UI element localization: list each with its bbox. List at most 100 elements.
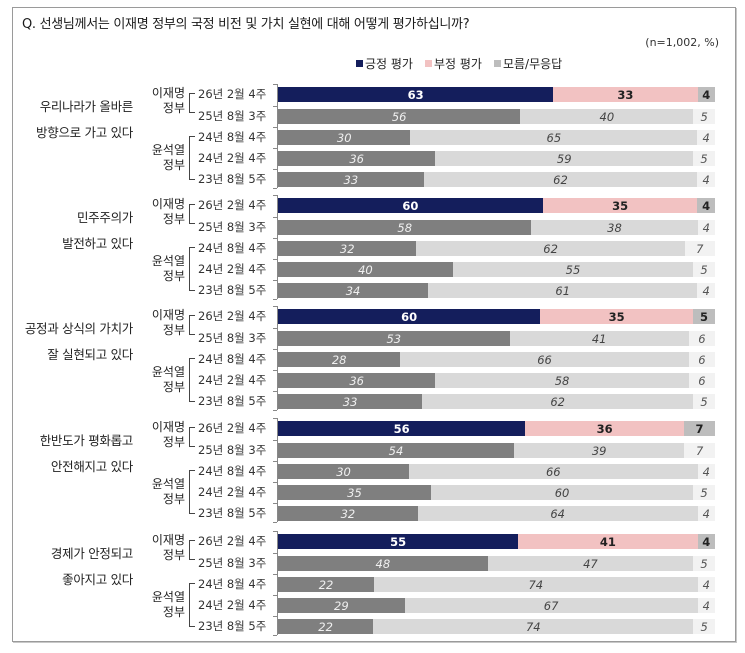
segment-negative: 39 xyxy=(513,443,685,458)
group-topic: 민주주의가 발전하고 있다 xyxy=(0,205,133,257)
segment-dontknow: 4 xyxy=(697,506,715,521)
topic-line: 경제가 안정되고 xyxy=(50,546,133,561)
axis-tick xyxy=(273,188,277,189)
row-label: 24년 2월 4주 xyxy=(198,262,267,276)
bracket-yoon xyxy=(189,583,195,627)
topic-line: 한반도가 평화롭고 xyxy=(39,433,134,448)
segment-negative: 59 xyxy=(435,151,694,166)
stacked-bar: 30 66 4 xyxy=(278,464,715,479)
row-label: 25년 8월 3주 xyxy=(198,331,267,345)
segment-negative: 60 xyxy=(430,485,694,500)
axis-tick xyxy=(273,328,277,329)
stacked-bar: 55 41 4 xyxy=(278,534,715,549)
segment-positive: 56 xyxy=(278,421,526,436)
segment-dontknow: 5 xyxy=(693,485,715,500)
segment-negative: 61 xyxy=(428,283,698,298)
stacked-bar: 36 59 5 xyxy=(278,151,715,166)
segment-negative: 62 xyxy=(422,394,694,409)
axis-line xyxy=(277,195,278,299)
axis-tick xyxy=(273,553,277,554)
gov-label-line: 이재명 xyxy=(151,420,185,434)
axis-tick xyxy=(273,522,277,523)
axis-line xyxy=(277,531,278,635)
topic-line: 우리나라가 올바른 xyxy=(39,99,134,114)
segment-negative: 47 xyxy=(487,556,694,571)
axis-tick xyxy=(273,169,277,170)
segment-dontknow: 4 xyxy=(697,87,715,102)
chart-group: 경제가 안정되고 좋아지고 있다 이재명 정부 윤석열 정부 26년 2월 4주 55 41 4 2… xyxy=(0,527,745,636)
segment-positive: 48 xyxy=(278,556,488,571)
bracket-yoon xyxy=(189,136,195,180)
gov-label-yoon: 윤석열 정부 xyxy=(145,254,185,284)
row-label: 23년 8월 5주 xyxy=(198,394,267,408)
row-label: 26년 2월 4주 xyxy=(198,534,267,548)
segment-positive: 22 xyxy=(278,577,375,592)
legend-swatch-positive xyxy=(356,60,363,67)
stacked-bar: 35 60 5 xyxy=(278,485,715,500)
row-label: 24년 2월 4주 xyxy=(198,485,267,499)
gov-label-line: 윤석열 xyxy=(151,254,185,268)
gov-label-line: 이재명 xyxy=(151,533,185,547)
segment-positive: 28 xyxy=(278,352,401,367)
stacked-bar: 29 67 4 xyxy=(278,598,715,613)
legend-positive: 긍정 평가 xyxy=(356,55,413,72)
axis-tick xyxy=(273,217,277,218)
axis-tick xyxy=(273,84,277,85)
segment-dontknow: 4 xyxy=(697,598,715,613)
axis-tick xyxy=(273,195,277,196)
segment-negative: 55 xyxy=(452,262,694,277)
segment-negative: 41 xyxy=(518,534,698,549)
axis-tick xyxy=(273,370,277,371)
segment-dontknow: 5 xyxy=(693,109,715,124)
segment-negative: 67 xyxy=(404,598,698,613)
row-label: 23년 8월 5주 xyxy=(198,172,267,186)
row-label: 24년 8월 4주 xyxy=(198,130,267,144)
segment-dontknow: 6 xyxy=(688,373,715,388)
stacked-bar: 40 55 5 xyxy=(278,262,715,277)
axis-tick xyxy=(273,238,277,239)
segment-dontknow: 5 xyxy=(693,394,715,409)
axis-line xyxy=(277,84,278,188)
bracket-yoon xyxy=(189,470,195,514)
chart-group: 민주주의가 발전하고 있다 이재명 정부 윤석열 정부 26년 2월 4주 60 35 4 25년 … xyxy=(0,191,745,300)
stacked-bar: 32 64 4 xyxy=(278,506,715,521)
segment-dontknow: 4 xyxy=(697,130,715,145)
legend-label: 부정 평가 xyxy=(433,57,482,71)
row-label: 24년 2월 4주 xyxy=(198,373,267,387)
segment-negative: 64 xyxy=(417,506,698,521)
row-label: 24년 8월 4주 xyxy=(198,352,267,366)
segment-negative: 74 xyxy=(374,577,698,592)
chart-group: 우리나라가 올바른 방향으로 가고 있다 이재명 정부 윤석열 정부 26년 2월 4주 63… xyxy=(0,80,745,189)
topic-line: 민주주의가 xyxy=(76,210,133,225)
row-label: 23년 8월 5주 xyxy=(198,619,267,633)
segment-negative: 38 xyxy=(531,220,698,235)
gov-label-line: 이재명 xyxy=(151,86,185,100)
bracket-yoon xyxy=(189,247,195,291)
axis-tick xyxy=(273,418,277,419)
segment-negative: 62 xyxy=(416,241,685,256)
bracket-lee xyxy=(189,204,195,224)
chart-frame xyxy=(12,7,736,642)
gov-label-line: 정부 xyxy=(162,380,185,394)
axis-tick xyxy=(273,595,277,596)
axis-tick xyxy=(273,280,277,281)
axis-tick xyxy=(273,148,277,149)
segment-negative: 58 xyxy=(435,373,689,388)
segment-dontknow: 4 xyxy=(697,464,715,479)
legend-dontknow: 모름/무응답 xyxy=(493,55,562,72)
segment-positive: 63 xyxy=(278,87,554,102)
segment-positive: 32 xyxy=(278,241,417,256)
stacked-bar: 54 39 7 xyxy=(278,443,715,458)
axis-tick xyxy=(273,482,277,483)
segment-negative: 40 xyxy=(520,109,694,124)
axis-tick xyxy=(273,503,277,504)
segment-dontknow: 4 xyxy=(697,534,715,549)
topic-line: 안전해지고 있다 xyxy=(50,459,133,474)
sample-note: (n=1,002, %) xyxy=(645,36,719,49)
segment-dontknow: 7 xyxy=(684,421,715,436)
axis-line xyxy=(277,418,278,522)
stacked-bar: 60 35 5 xyxy=(278,309,715,324)
gov-label-line: 윤석열 xyxy=(151,477,185,491)
segment-dontknow: 5 xyxy=(693,619,715,634)
gov-label-line: 정부 xyxy=(162,605,185,619)
